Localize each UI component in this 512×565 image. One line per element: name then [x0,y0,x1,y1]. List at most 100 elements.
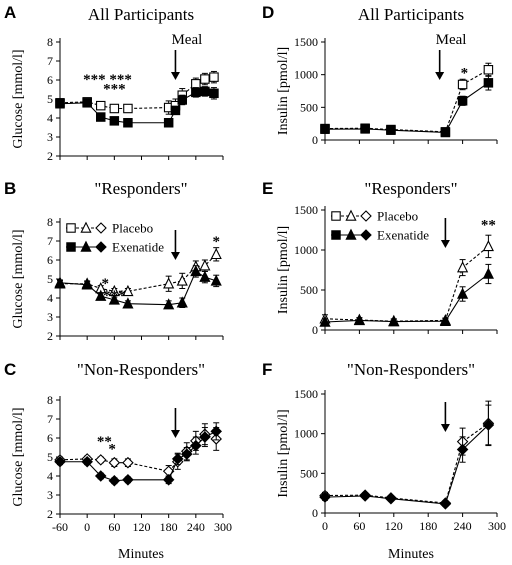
significance-marker: * [108,442,116,458]
panel-title: All Participants [358,5,464,24]
data-point [96,100,106,111]
legend-label: Exenatide [112,240,164,255]
x-tick-label: 300 [488,519,506,533]
y-tick-label: 8 [47,215,53,229]
y-tick-label: 7 [47,412,53,426]
x-tick-label: 60 [108,520,120,534]
data-point [439,498,452,510]
y-tick-label: 2 [47,507,53,521]
data-point [457,96,468,106]
significance-marker: *** [103,82,126,98]
data-point [122,284,134,297]
legend: Placebo Exenatide [66,221,164,255]
x-tick-label: 120 [385,519,403,533]
data-point [163,118,174,128]
data-point [123,103,133,114]
y-tick-label: 1000 [294,68,318,82]
data-point [108,293,120,305]
data-point [96,112,106,122]
y-tick-label: 4 [47,291,53,305]
significance-marker: * [102,276,110,292]
data-point [199,270,211,282]
y-axis-label: Insulin [pmol/l] [276,226,291,314]
y-tick-label: 5 [47,450,53,464]
data-point [191,87,201,98]
panel-a: A All Participants 2 3 4 5 6 7 8 Glucose [mmol/l]… [4,3,224,163]
data-point [385,492,397,505]
data-point [353,313,365,326]
significance-marker: ** [97,434,112,450]
panel-letter: C [4,360,16,379]
y-tick-label: 7 [47,54,53,68]
legend-marker-square [66,242,76,252]
significance-marker: * [461,65,469,81]
data-point [122,474,134,486]
x-tick-label: 300 [214,520,232,534]
data-point [162,474,175,486]
series-placebo [319,234,494,326]
y-tick-label: 0 [312,323,318,337]
y-axis-label: Glucose [mmol/l] [11,49,26,148]
x-tick-label: 120 [133,520,151,534]
data-point [190,439,202,452]
series-line [324,422,489,504]
y-tick-label: 0 [312,506,318,520]
legend-marker-diamond [95,222,107,234]
meal-arrow-head [435,72,445,80]
data-point [439,314,451,326]
x-tick-label: 180 [160,520,178,534]
y-tick-label: 0 [312,133,318,147]
data-point [108,456,121,469]
panel-letter: E [262,179,273,198]
series-exenatide [54,422,222,487]
y-axis-label: Insulin [pmol/l] [276,409,291,497]
data-point [319,491,331,503]
legend: Placebo Exenatide [331,209,429,243]
data-point [122,297,134,309]
data-point [176,274,188,286]
legend-marker-triangle [345,228,357,240]
y-tick-label: 1000 [294,427,318,441]
data-point [191,79,201,89]
meal-label: Meal [171,32,202,48]
y-tick-label: 500 [300,466,318,480]
panel-title: "Non-Responders" [347,360,475,379]
data-point [163,277,175,289]
y-tick-label: 5 [47,92,53,106]
legend-marker-square [331,230,341,240]
data-point [388,315,400,327]
data-point [199,259,211,271]
series-line [324,424,489,505]
series-placebo [319,400,495,509]
data-point [457,79,468,90]
legend-marker-diamond [360,210,372,222]
data-point [180,448,193,460]
y-tick-label: 4 [47,111,53,125]
series-exenatide [319,263,494,327]
data-point [360,124,370,134]
data-point [209,72,219,82]
panel-c: C "Non-Responders" 2 3 4 5 6 7 8 -60 0 60 120 180 240 3… [4,360,232,534]
data-point [210,274,222,286]
y-tick-label: 5 [47,272,53,286]
data-point [81,278,93,290]
legend-marker-triangle [345,209,357,221]
data-point [109,103,120,114]
y-tick-label: 4 [47,469,53,483]
data-point [171,453,184,465]
x-tick-label: 240 [454,519,472,533]
significance-marker: *** [103,288,126,304]
significance-marker: *** *** [83,72,132,88]
data-point [94,470,107,482]
panel-f: F "Non-Responders" 0 500 1000 1500 0 60 120 180 24… [262,360,506,533]
y-tick-label: 2 [47,329,53,343]
data-point [209,88,219,99]
significance-marker: ** [481,218,496,234]
panel-title: "Responders" [94,179,187,198]
legend-marker-square [331,211,341,221]
y-tick-label: 3 [47,488,53,502]
y-tick-label: 6 [47,253,53,267]
